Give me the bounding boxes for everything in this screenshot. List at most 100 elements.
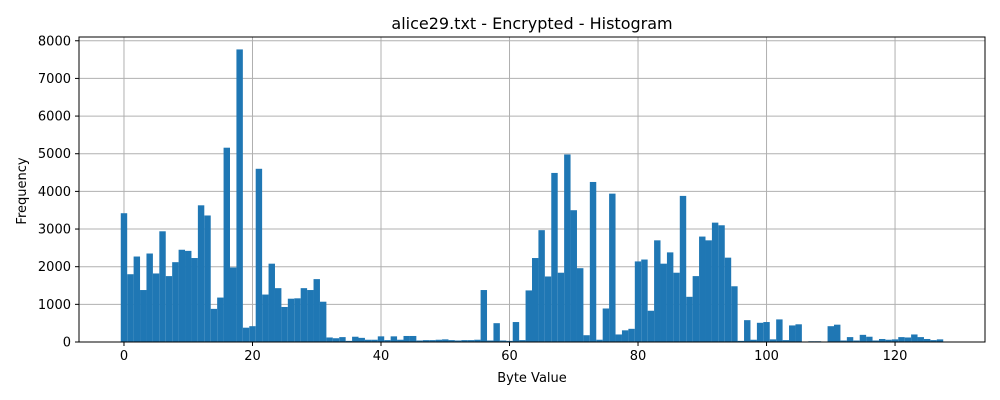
histogram-bar — [576, 268, 584, 342]
histogram-bar — [885, 339, 892, 342]
histogram-bar — [127, 274, 134, 342]
histogram-bar — [512, 322, 520, 342]
histogram-bar — [223, 147, 230, 342]
x-tick-label: 0 — [120, 349, 128, 364]
x-tick-label: 120 — [883, 349, 908, 364]
y-axis-label: Frequency — [15, 157, 30, 224]
histogram-bar — [140, 290, 147, 342]
histogram-bar — [236, 49, 243, 342]
histogram-bar — [454, 340, 462, 342]
histogram-bar — [898, 337, 905, 342]
histogram-bar — [409, 335, 417, 342]
histogram-bar — [467, 340, 475, 342]
histogram-bar — [647, 310, 655, 342]
histogram-bar — [538, 230, 545, 342]
histogram-bar — [782, 340, 790, 342]
histogram-bar — [493, 323, 500, 342]
x-axis-ticks: 0 20 40 60 80 100 120 — [120, 342, 908, 364]
histogram-bar — [146, 253, 153, 342]
histogram-bar — [602, 308, 610, 342]
histogram-bar — [499, 340, 507, 342]
histogram-bar — [776, 319, 783, 342]
histogram-bar — [795, 324, 802, 342]
histogram-bar — [435, 339, 443, 342]
histogram-bar — [448, 340, 455, 342]
histogram-bar — [274, 288, 282, 342]
histogram-bar — [596, 339, 603, 342]
y-tick-label: 2000 — [38, 260, 71, 275]
histogram-bar — [197, 205, 205, 342]
histogram-bar — [891, 339, 899, 342]
y-tick-label: 4000 — [38, 185, 71, 200]
histogram-bar — [866, 336, 873, 342]
histogram-bar — [621, 330, 629, 342]
histogram-bar — [634, 261, 642, 342]
histogram-bar — [878, 338, 886, 342]
histogram-bar — [281, 306, 288, 342]
histogram-bar — [609, 193, 616, 342]
histogram-bar — [846, 337, 854, 342]
x-tick-label: 20 — [244, 349, 261, 364]
histogram-bar — [923, 338, 931, 342]
histogram-bar — [249, 326, 256, 342]
histogram-bar — [673, 272, 680, 342]
histogram-bar — [564, 154, 571, 342]
histogram-bar — [172, 262, 179, 342]
histogram-bar — [300, 288, 308, 342]
histogram-bar — [262, 294, 269, 342]
histogram-bar — [313, 279, 320, 342]
histogram-bar — [120, 213, 128, 342]
histogram-bar — [904, 337, 912, 342]
histogram-bar — [319, 301, 327, 342]
histogram-bar — [210, 308, 218, 342]
y-axis-ticks: 0 1000 2000 3000 4000 5000 6000 7000 8000 — [38, 34, 79, 351]
y-tick-label: 3000 — [38, 223, 71, 238]
histogram-bar — [390, 336, 398, 342]
histogram-bar — [827, 326, 834, 342]
histogram-bar — [217, 297, 224, 342]
histogram-bar — [532, 258, 539, 342]
y-tick-label: 0 — [63, 336, 71, 351]
histogram-bar — [789, 325, 796, 342]
histogram-bar — [204, 215, 211, 342]
y-tick-label: 1000 — [38, 298, 71, 313]
histogram-bar — [429, 340, 436, 342]
histogram-bar — [544, 276, 552, 342]
histogram-bar — [641, 259, 648, 342]
histogram-bar — [152, 273, 160, 342]
histogram-bar — [397, 339, 404, 342]
histogram-bar — [930, 340, 937, 342]
histogram-bar — [853, 340, 860, 342]
histogram-bar — [165, 276, 173, 342]
histogram-bar — [859, 334, 867, 342]
histogram-bar — [692, 276, 700, 342]
histogram-bar — [268, 263, 275, 342]
histogram-bar — [230, 267, 237, 342]
histogram-bar — [461, 340, 468, 342]
histogram-bar — [718, 225, 725, 342]
histogram-bar — [371, 339, 378, 342]
histogram-bar — [711, 222, 719, 342]
histogram-bar — [358, 337, 365, 342]
histogram-bar — [589, 181, 597, 342]
histogram-bar — [699, 236, 706, 342]
histogram-bar — [352, 336, 359, 342]
histogram-bar — [724, 257, 732, 342]
histogram-bar — [403, 335, 410, 342]
histogram-bar — [307, 290, 314, 342]
histogram-bar — [744, 320, 751, 342]
histogram-bar — [416, 340, 423, 342]
histogram-bar — [731, 286, 738, 342]
histogram-bar — [422, 340, 430, 342]
chart-title: alice29.txt - Encrypted - Histogram — [391, 14, 672, 33]
histogram-bar — [287, 298, 295, 342]
histogram-bar — [159, 231, 166, 342]
histogram-bar — [178, 249, 186, 342]
histogram-bar — [242, 327, 250, 342]
histogram-bar — [326, 337, 333, 342]
y-tick-label: 6000 — [38, 110, 71, 125]
histogram-bar — [686, 296, 693, 342]
x-tick-label: 80 — [630, 349, 647, 364]
histogram-bar — [570, 210, 577, 342]
